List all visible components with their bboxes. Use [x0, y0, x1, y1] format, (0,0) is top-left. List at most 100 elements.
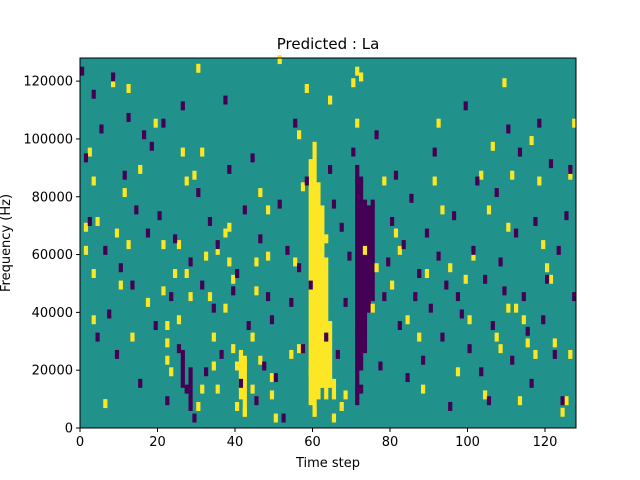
heatmap-cell-low	[362, 315, 368, 319]
heatmap-cell-low	[362, 202, 368, 206]
heatmap-cell-high	[316, 219, 321, 224]
heatmap-cell-low	[362, 283, 368, 287]
heatmap-cell-high	[331, 396, 337, 400]
heatmap-cell-high	[122, 190, 127, 195]
heatmap-cell-low	[188, 401, 193, 406]
heatmap-cell-high	[312, 384, 317, 388]
heatmap-cell-high	[405, 315, 410, 319]
heatmap-cell-high	[83, 251, 89, 255]
heatmap-cell-high	[83, 248, 89, 252]
heatmap-cell-high	[238, 361, 244, 365]
heatmap-cell-high	[122, 193, 127, 198]
heatmap-cell-low	[343, 297, 348, 302]
heatmap-cell-high	[545, 269, 550, 273]
heatmap-cell-high	[316, 297, 321, 302]
heatmap-cell-high	[324, 295, 329, 299]
heatmap-cell-high	[238, 367, 244, 371]
heatmap-cell-high	[432, 179, 437, 183]
heatmap-cell-high	[320, 289, 325, 293]
heatmap-cell-low	[370, 216, 375, 221]
heatmap-cell-low	[362, 321, 368, 325]
heatmap-cell-high	[312, 407, 317, 411]
heatmap-cell-low	[103, 248, 108, 252]
heatmap-cell-high	[328, 378, 333, 383]
heatmap-cell-low	[362, 219, 368, 224]
heatmap-cell-low	[355, 234, 360, 238]
heatmap-cell-high	[308, 179, 313, 183]
heatmap-cell-high	[308, 277, 313, 281]
heatmap-cell-low	[564, 214, 569, 218]
heatmap-cell-high	[312, 228, 317, 232]
x-axis-label: Time step	[295, 456, 360, 471]
heatmap-cell-low	[463, 101, 468, 105]
heatmap-cell-high	[320, 237, 325, 241]
heatmap-cell-low	[176, 344, 182, 348]
heatmap-cell-high	[455, 367, 461, 371]
heatmap-cell-high	[502, 84, 507, 88]
heatmap-cell-high	[316, 367, 321, 371]
heatmap-cell-high	[227, 257, 232, 261]
heatmap-cell-low	[362, 280, 368, 284]
heatmap-cell-high	[184, 182, 189, 186]
y-axis-label: Frequency (Hz)	[0, 194, 14, 292]
heatmap-cell-low	[355, 185, 360, 189]
heatmap-cell-high	[161, 286, 166, 290]
heatmap-cell-high	[297, 136, 302, 140]
heatmap-cell-low	[362, 234, 368, 238]
heatmap-cell-high	[312, 248, 317, 252]
heatmap-cell-high	[320, 335, 325, 339]
heatmap-cell-high	[308, 269, 313, 273]
heatmap-cell-high	[242, 358, 247, 362]
heatmap-cell-high	[118, 286, 123, 290]
heatmap-cell-high	[324, 234, 329, 238]
heatmap-cell-low	[370, 274, 375, 278]
heatmap-cell-high	[359, 75, 364, 79]
heatmap-cell-low	[83, 159, 89, 163]
heatmap-cell-high	[506, 306, 511, 310]
heatmap-cell-high	[312, 147, 317, 151]
heatmap-cell-high	[297, 347, 302, 351]
heatmap-cell-high	[297, 349, 302, 354]
heatmap-cell-high	[312, 240, 317, 244]
heatmap-cell-high	[483, 390, 488, 394]
heatmap-cell-low	[331, 202, 337, 206]
heatmap-cell-low	[355, 329, 360, 333]
heatmap-cell-low	[370, 280, 375, 284]
heatmap-cell-high	[196, 404, 201, 409]
heatmap-cell-high	[324, 373, 329, 377]
heatmap-cell-high	[312, 159, 317, 163]
heatmap-cell-high	[564, 399, 569, 403]
heatmap-cell-low	[180, 101, 185, 105]
heatmap-cell-high	[316, 321, 321, 325]
heatmap-cell-low	[180, 104, 185, 108]
heatmap-cell-low	[359, 277, 364, 281]
heatmap-cell-high	[316, 384, 321, 388]
heatmap-cell-low	[355, 167, 360, 172]
heatmap-cell-high	[316, 312, 321, 316]
heatmap-cell-high	[312, 219, 317, 224]
heatmap-cell-high	[324, 237, 329, 241]
heatmap-cell-high	[320, 375, 325, 380]
heatmap-cell-low	[165, 396, 170, 400]
heatmap-cell-low	[362, 266, 368, 270]
heatmap-cell-low	[188, 263, 193, 267]
heatmap-cell-high	[517, 401, 523, 406]
heatmap-cell-high	[328, 358, 333, 362]
heatmap-cell-low	[273, 375, 278, 380]
heatmap-cell-high	[165, 338, 170, 342]
heatmap-cell-low	[362, 243, 368, 247]
heatmap-cell-low	[328, 164, 333, 169]
heatmap-cell-low	[483, 277, 488, 281]
heatmap-cell-high	[514, 309, 519, 313]
heatmap-cell-high	[316, 335, 321, 339]
heatmap-cell-high	[227, 225, 232, 229]
heatmap-cell-low	[572, 297, 577, 302]
heatmap-cell-high	[238, 396, 244, 400]
heatmap-cell-high	[126, 245, 131, 250]
heatmap-cell-high	[432, 182, 437, 186]
heatmap-cell-high	[180, 150, 185, 154]
heatmap-cell-low	[362, 344, 368, 348]
heatmap-cell-high	[308, 176, 313, 180]
heatmap-cell-high	[153, 118, 158, 122]
